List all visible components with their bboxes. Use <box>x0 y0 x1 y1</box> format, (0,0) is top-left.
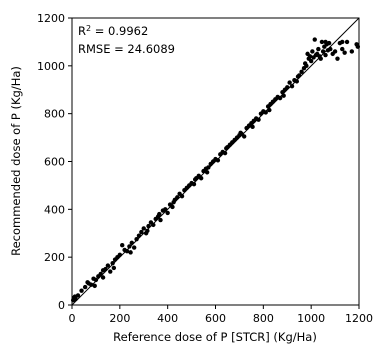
data-point <box>222 150 228 156</box>
y-tick-label: 0 <box>58 299 65 312</box>
data-point <box>82 284 88 290</box>
r2-annotation-value: = 0.9962 <box>91 24 148 38</box>
data-point <box>110 260 115 266</box>
r2-annotation-superscript: 2 <box>86 24 91 33</box>
data-point <box>141 226 146 231</box>
y-axis-label: Recommended dose of P (Kg/Ha) <box>9 66 23 256</box>
x-tick-label: 600 <box>205 312 226 325</box>
data-point <box>120 243 125 248</box>
data-point <box>100 275 106 280</box>
data-point <box>308 58 314 64</box>
data-point <box>335 56 340 61</box>
identity-reference-line <box>71 17 360 306</box>
data-point <box>124 248 130 254</box>
r2-annotation-symbol: R <box>78 24 86 38</box>
r2-annotation: R2 = 0.9962 <box>78 24 148 39</box>
y-tick-label: 800 <box>44 108 65 121</box>
x-tick-label: 1200 <box>345 312 373 325</box>
data-point <box>340 39 345 45</box>
data-point <box>206 165 211 170</box>
data-point <box>215 158 221 163</box>
data-point <box>242 134 247 139</box>
x-axis-label: Reference dose of P [STCR] (Kg/Ha) <box>113 330 317 344</box>
data-point <box>108 269 113 274</box>
data-point <box>340 46 345 52</box>
data-point <box>344 39 350 45</box>
data-point <box>238 130 243 135</box>
data-point <box>310 49 315 54</box>
data-point <box>145 228 150 234</box>
y-tick-label: 400 <box>44 203 65 216</box>
data-point <box>139 229 144 235</box>
data-point <box>323 39 328 45</box>
data-point <box>88 282 94 287</box>
rmse-annotation: RMSE = 24.6089 <box>78 42 175 56</box>
data-point <box>151 222 156 228</box>
data-point <box>92 283 97 289</box>
data-point <box>93 277 99 283</box>
data-point <box>277 95 283 101</box>
data-point <box>307 54 313 59</box>
data-point <box>75 293 81 298</box>
data-point <box>342 50 347 55</box>
data-point <box>131 245 137 250</box>
data-point <box>111 265 117 271</box>
data-point <box>256 117 261 122</box>
y-tick-label: 1000 <box>37 60 65 73</box>
y-tick-label: 1200 <box>37 12 65 25</box>
x-tick-label: 1000 <box>297 312 325 325</box>
data-point <box>332 49 338 54</box>
data-point <box>165 210 170 216</box>
y-tick-label: 200 <box>44 251 65 264</box>
data-point <box>289 83 295 89</box>
data-point <box>263 110 268 115</box>
data-point <box>79 288 84 293</box>
data-point <box>312 37 317 42</box>
x-tick-label: 400 <box>157 312 178 325</box>
data-point <box>128 250 133 255</box>
data-point <box>85 280 90 285</box>
data-point <box>105 263 111 268</box>
data-point <box>299 69 304 75</box>
data-point <box>326 40 332 46</box>
data-point <box>349 49 355 54</box>
data-point <box>191 182 197 187</box>
y-tick-label: 600 <box>44 156 65 169</box>
data-point <box>127 244 132 249</box>
x-tick-label: 800 <box>253 312 274 325</box>
data-point <box>171 199 176 205</box>
data-point <box>294 79 300 84</box>
data-point <box>157 211 162 217</box>
data-point <box>323 52 328 58</box>
x-tick-label: 0 <box>69 312 76 325</box>
data-point <box>319 39 325 45</box>
y-axis-ticks: 0 200 400 600 800 1000 1200 <box>37 12 72 312</box>
x-tick-label: 200 <box>109 312 130 325</box>
data-point <box>287 80 292 85</box>
data-point <box>304 63 309 69</box>
data-point <box>134 237 139 242</box>
x-axis-ticks: 0 200 400 600 800 1000 1200 <box>69 305 373 325</box>
data-point <box>179 193 185 199</box>
data-point <box>158 217 163 223</box>
data-point <box>316 46 321 52</box>
